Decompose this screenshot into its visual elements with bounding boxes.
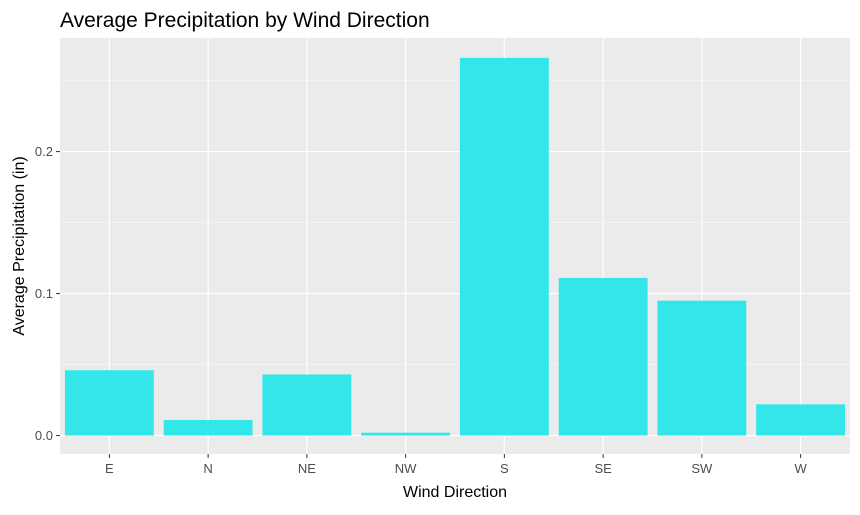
bars — [64, 57, 846, 436]
bar-w — [756, 404, 846, 436]
bar-ne — [262, 374, 352, 436]
x-axis-title: Wind Direction — [403, 484, 507, 501]
x-tick-label: SW — [691, 461, 713, 476]
x-tick-label: SE — [594, 461, 612, 476]
x-tick-label: E — [105, 461, 114, 476]
x-tick-label: NW — [395, 461, 417, 476]
y-tick-label: 0.0 — [35, 428, 53, 443]
x-tick-label: NE — [298, 461, 316, 476]
y-axis-ticks: 0.0 0.1 0.2 — [35, 144, 60, 443]
bar-n — [163, 419, 253, 436]
chart-title: Average Precipitation by Wind Direction — [60, 9, 430, 32]
x-tick-label: W — [794, 461, 807, 476]
bar-se — [558, 277, 648, 436]
y-tick-label: 0.1 — [35, 286, 53, 301]
x-tick-label: S — [500, 461, 509, 476]
y-tick-label: 0.2 — [35, 144, 53, 159]
bar-nw — [361, 432, 451, 436]
bar-sw — [657, 300, 747, 436]
x-tick-label: N — [203, 461, 212, 476]
bar-e — [64, 370, 154, 436]
x-axis-ticks: E N NE NW S SE SW W — [105, 454, 807, 476]
y-axis-title: Average Precipitation (in) — [11, 156, 28, 335]
bar-s — [459, 57, 549, 436]
